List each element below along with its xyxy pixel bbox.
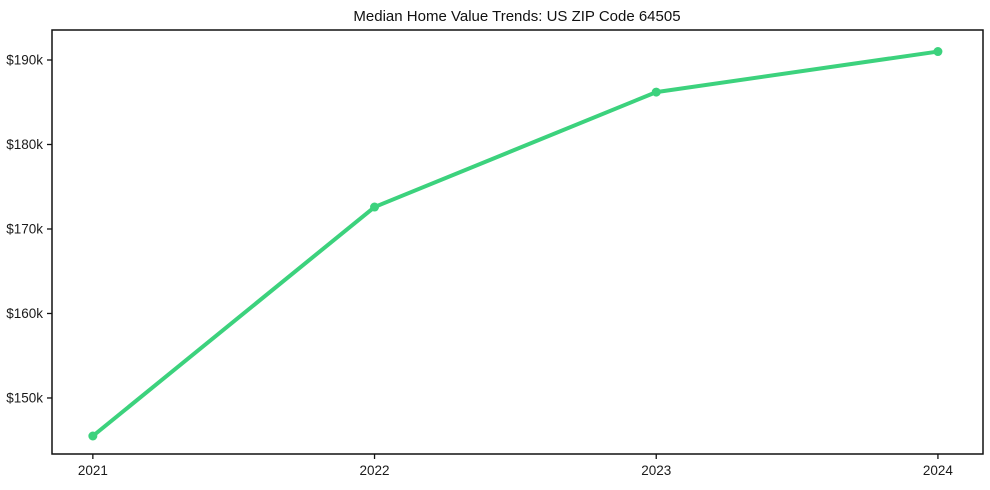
y-tick-label: $170k: [6, 221, 43, 236]
data-series: [88, 47, 943, 441]
y-tick-label: $180k: [6, 137, 43, 152]
axis-ticks: 2021 2022 2023 2024 $150k $160k $170k $180k $190…: [6, 52, 953, 478]
data-point-marker: [933, 47, 943, 57]
data-point-marker: [651, 87, 661, 97]
x-tick-label: 2021: [78, 463, 108, 478]
plot-box: [51, 29, 984, 455]
plot-frame: [51, 29, 984, 455]
x-tick-label: 2024: [923, 463, 954, 478]
x-tick-label: 2023: [641, 463, 671, 478]
y-tick-label: $190k: [6, 52, 43, 67]
y-tick-label: $150k: [6, 390, 43, 405]
data-point-marker: [370, 202, 380, 212]
y-tick-label: $160k: [6, 306, 43, 321]
series-line: [90, 49, 940, 439]
x-tick-label: 2022: [360, 463, 390, 478]
chart-title: Median Home Value Trends: US ZIP Code 64…: [353, 8, 680, 25]
data-point-marker: [88, 431, 98, 441]
